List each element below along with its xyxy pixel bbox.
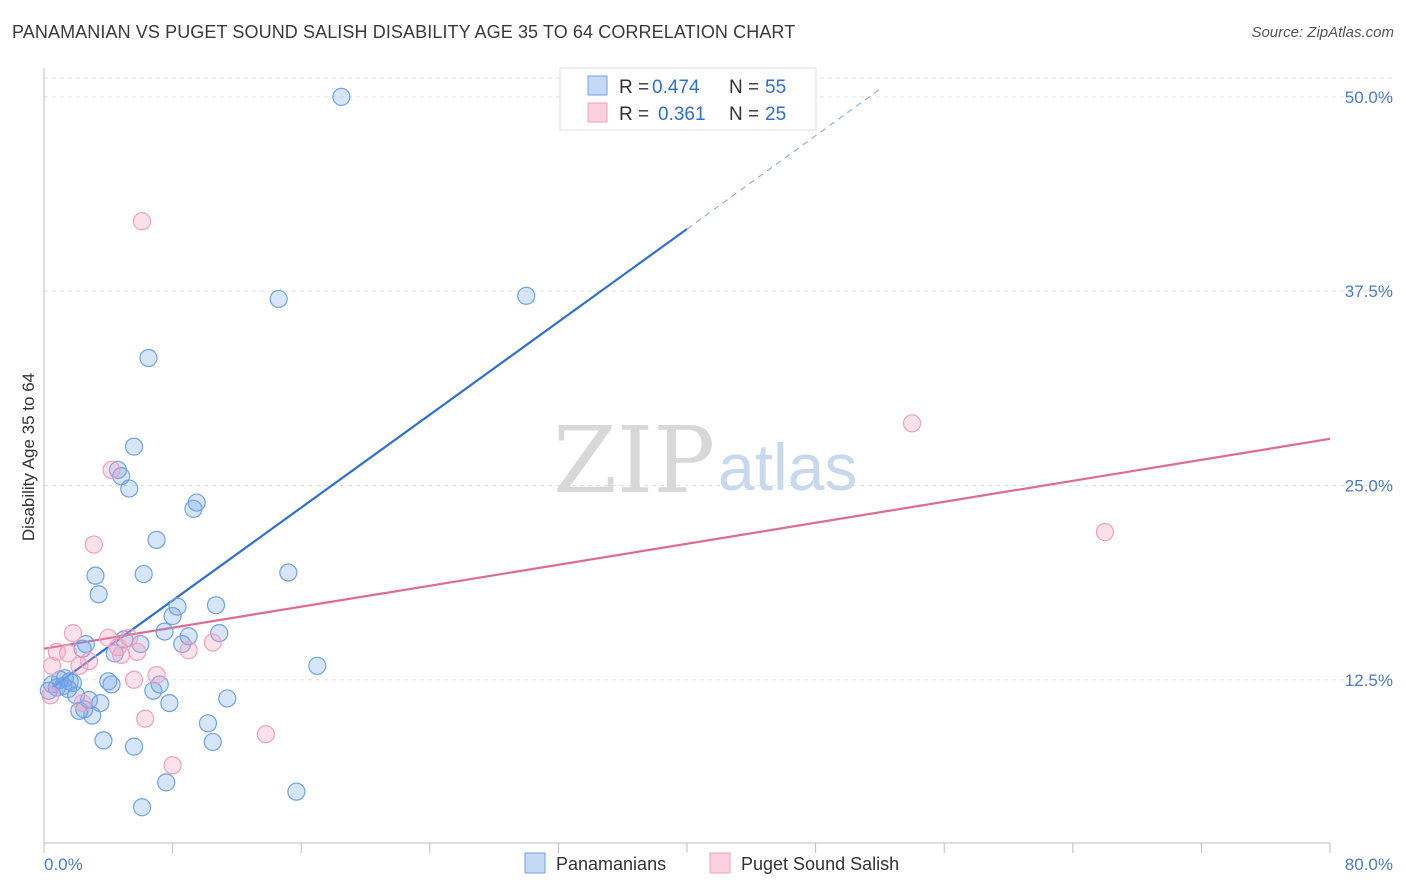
panamanian-point-28 bbox=[124, 437, 144, 456]
panamanian-point-16 bbox=[89, 585, 108, 604]
panamanian-point-21 bbox=[102, 675, 121, 694]
panamanian-point-39 bbox=[168, 597, 187, 616]
legend-swatch-bottom-puget bbox=[709, 852, 731, 874]
puget-point-6 bbox=[73, 693, 92, 713]
chart-title: PANAMANIAN VS PUGET SOUND SALISH DISABIL… bbox=[12, 22, 796, 42]
puget-point-5 bbox=[70, 656, 89, 675]
legend-n-label-1: N = bbox=[729, 77, 759, 98]
puget-point-15 bbox=[128, 642, 147, 661]
legend-swatch-puget bbox=[587, 102, 608, 123]
puget-point-4 bbox=[63, 624, 83, 643]
panamanian-point-52 bbox=[287, 782, 306, 801]
puget-point-10 bbox=[102, 460, 121, 480]
panamanian-trend-extension bbox=[686, 88, 881, 230]
puget-point-1 bbox=[42, 656, 62, 675]
panamanian-point-37 bbox=[160, 693, 179, 713]
puget-point-12 bbox=[112, 645, 131, 665]
legend-name-panamanians: Panamanians bbox=[556, 854, 666, 874]
panamanian-point-53 bbox=[308, 656, 327, 675]
puget-point-9 bbox=[99, 628, 118, 647]
puget-point-21 bbox=[203, 633, 222, 652]
panamanian-point-26 bbox=[120, 479, 139, 498]
legend-n-label-2: N = bbox=[729, 104, 759, 125]
panamanian-point-43 bbox=[187, 493, 206, 512]
puget-point-20 bbox=[179, 641, 198, 660]
puget-point-24 bbox=[1095, 523, 1115, 542]
panamanian-point-50 bbox=[269, 289, 288, 309]
panamanian-point-45 bbox=[203, 732, 222, 752]
x-tick-label-1: 80.0% bbox=[1345, 855, 1393, 874]
axes bbox=[43, 68, 1331, 853]
legend-r-label-1: R = bbox=[619, 77, 649, 98]
legend-name-puget: Puget Sound Salish bbox=[741, 854, 899, 874]
data-points bbox=[39, 87, 1115, 817]
panamanian-point-31 bbox=[139, 348, 158, 368]
panamanian-point-30 bbox=[134, 564, 153, 584]
panamanian-point-48 bbox=[218, 689, 237, 708]
panamanian-point-51 bbox=[279, 563, 298, 582]
y-tick-label-0: 12.5% bbox=[1345, 671, 1393, 690]
legend-n-value-2: 25 bbox=[765, 104, 786, 125]
panamanian-point-44 bbox=[198, 714, 218, 733]
puget-point-7 bbox=[79, 652, 99, 671]
panamanian-point-36 bbox=[155, 622, 174, 641]
puget-point-3 bbox=[59, 644, 78, 663]
panamanian-point-33 bbox=[147, 530, 166, 549]
x-tick-label-0: 0.0% bbox=[44, 855, 83, 874]
panamanian-point-54 bbox=[332, 87, 351, 106]
panamanian-point-17 bbox=[86, 566, 105, 585]
puget-point-8 bbox=[84, 535, 103, 554]
panamanian-point-7 bbox=[55, 669, 74, 688]
panamanian-trend-line bbox=[51, 228, 688, 689]
puget-point-19 bbox=[163, 756, 182, 775]
watermark-atlas: atlas bbox=[718, 430, 857, 504]
legend-swatch-bottom-panamanians bbox=[524, 852, 546, 874]
panamanian-point-35 bbox=[132, 798, 152, 817]
y-tick-label-2: 37.5% bbox=[1345, 282, 1393, 301]
y-tick-label-3: 50.0% bbox=[1345, 88, 1393, 107]
legend-swatch-panamanians bbox=[587, 75, 608, 96]
puget-point-13 bbox=[120, 628, 139, 647]
panamanian-point-27 bbox=[124, 737, 144, 756]
panamanian-point-47 bbox=[210, 624, 229, 643]
puget-trend-line bbox=[43, 437, 1331, 650]
stats-legend: R = 0.474 N = 55 R = 0.361 N = 25 bbox=[559, 67, 817, 131]
puget-point-16 bbox=[132, 212, 152, 231]
watermark: ZIP atlas bbox=[553, 407, 857, 514]
trend-lines bbox=[43, 88, 1331, 689]
panamanian-point-19 bbox=[94, 731, 113, 750]
puget-point-18 bbox=[147, 666, 166, 685]
panamanian-point-38 bbox=[163, 606, 182, 626]
panamanian-point-20 bbox=[99, 672, 118, 691]
panamanian-point-49 bbox=[157, 773, 176, 792]
panamanian-point-41 bbox=[179, 627, 198, 646]
source-label: Source: ZipAtlas.com bbox=[1251, 24, 1394, 41]
x-tick-labels: 0.0% 80.0% bbox=[44, 855, 1393, 874]
gridlines bbox=[44, 77, 1392, 681]
y-tick-labels: 12.5% 25.0% 37.5% 50.0% bbox=[1345, 88, 1393, 690]
legend-r-label-2: R = bbox=[619, 104, 649, 125]
legend-r-value-2: 0.361 bbox=[658, 104, 706, 125]
series-legend: Panamanians Puget Sound Salish bbox=[524, 852, 899, 874]
y-tick-label-1: 25.0% bbox=[1345, 476, 1393, 495]
puget-point-14 bbox=[124, 670, 144, 689]
y-axis-label: Disability Age 35 to 64 bbox=[19, 373, 38, 541]
panamanian-point-15 bbox=[76, 634, 95, 654]
panamanian-point-18 bbox=[91, 693, 110, 713]
puget-point-0 bbox=[41, 686, 60, 705]
legend-r-value-1: 0.474 bbox=[652, 77, 700, 98]
legend-n-value-1: 55 bbox=[765, 77, 786, 98]
puget-point-22 bbox=[256, 725, 275, 744]
puget-point-23 bbox=[902, 414, 922, 433]
panamanian-point-46 bbox=[206, 596, 226, 615]
puget-point-17 bbox=[136, 709, 155, 728]
watermark-zip: ZIP bbox=[553, 407, 715, 514]
panamanian-point-55 bbox=[517, 286, 536, 305]
